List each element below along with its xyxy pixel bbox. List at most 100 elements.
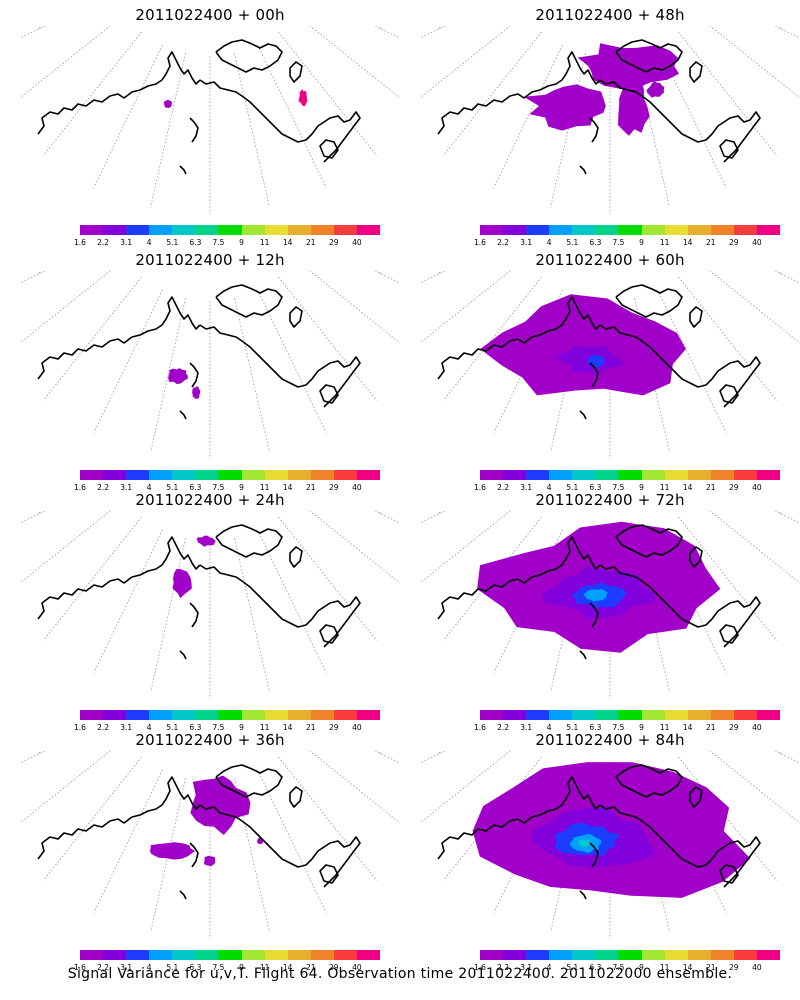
colorbar-ticks: 1.6 2.2 3.1 4 5.1 6.3 7.5 9 11 14 21 29 40	[474, 483, 780, 493]
colorbar-swatch	[480, 470, 504, 480]
colorbar-tick-label: 21	[706, 723, 716, 732]
colorbar-swatch	[241, 950, 265, 960]
colorbar-swatch	[549, 950, 573, 960]
colorbar-swatch	[641, 710, 665, 720]
colorbar-swatch	[756, 470, 781, 480]
colorbar-swatch	[641, 470, 665, 480]
colorbar-tick-label: 4	[546, 963, 552, 972]
colorbar-swatch	[356, 950, 381, 960]
colorbar-tick-label: 9	[639, 483, 644, 492]
colorbar-swatch	[310, 710, 334, 720]
colorbar-tick-label: 11	[259, 238, 270, 247]
colorbar-swatch	[172, 710, 196, 720]
colorbar-swatch	[310, 470, 334, 480]
colorbar-tick-label: 6.3	[589, 963, 602, 972]
colorbar-tick-label: 40	[352, 238, 362, 247]
colorbar-tick-label: 9	[239, 483, 244, 492]
forecast-panel: 2011022400 + 00h 1.6 2.2 3.1 4 5.1 6.3 7.5 9 11 14…	[20, 2, 400, 247]
colorbar-swatch	[195, 225, 219, 235]
colorbar-tick-label: 9	[239, 963, 244, 972]
colorbar-tick-label: 2.2	[97, 963, 110, 972]
polar-map	[420, 26, 800, 214]
colorbar-tick-label: 7.5	[212, 723, 225, 732]
colorbar-tick-label: 4	[546, 483, 552, 492]
colorbar-swatch	[333, 470, 357, 480]
colorbar-tick-label: 1.6	[474, 723, 486, 732]
forecast-panel: 2011022400 + 72h 1.6 2.2 3.1 4 5.1 6.3 7.5 9 11 14…	[420, 487, 800, 732]
panel-title: 2011022400 + 84h	[535, 731, 685, 749]
colorbar	[480, 470, 781, 480]
colorbar-tick-label: 2.2	[97, 483, 110, 492]
colorbar-swatch	[503, 710, 527, 720]
colorbar-tick-label: 40	[752, 483, 762, 492]
colorbar-tick-label: 1.6	[74, 723, 86, 732]
colorbar-ticks: 1.6 2.2 3.1 4 5.1 6.3 7.5 9 11 14 21 29 40	[74, 723, 380, 733]
colorbar-tick-label: 1.6	[74, 238, 86, 247]
polar-map	[420, 271, 800, 459]
colorbar-swatch	[126, 710, 150, 720]
colorbar-tick-label: 14	[682, 963, 693, 972]
colorbar-swatch	[664, 710, 688, 720]
colorbar-tick-label: 14	[682, 238, 693, 247]
colorbar-swatch	[241, 710, 265, 720]
colorbar-swatch	[80, 950, 104, 960]
colorbar-tick-label: 11	[259, 963, 270, 972]
colorbar	[480, 950, 781, 960]
colorbar-swatch	[733, 470, 757, 480]
colorbar	[80, 950, 381, 960]
colorbar-ticks: 1.6 2.2 3.1 4 5.1 6.3 7.5 9 11 14 21 29 40	[474, 723, 780, 733]
colorbar-swatch	[733, 710, 757, 720]
colorbar-swatch	[310, 950, 334, 960]
colorbar-swatch	[549, 225, 573, 235]
colorbar-tick-label: 14	[282, 238, 293, 247]
colorbar-swatch	[287, 710, 311, 720]
colorbar-tick-label: 40	[752, 723, 762, 732]
colorbar-swatch	[710, 225, 734, 235]
colorbar-swatch	[572, 470, 596, 480]
colorbar-tick-label: 9	[639, 963, 644, 972]
colorbar-tick-label: 14	[682, 723, 693, 732]
colorbar-tick-label: 7.5	[612, 483, 625, 492]
colorbar-tick-label: 6.3	[589, 483, 602, 492]
polar-map	[420, 511, 800, 699]
colorbar-tick-label: 40	[352, 483, 362, 492]
colorbar-swatch	[687, 950, 711, 960]
colorbar-swatch	[710, 470, 734, 480]
colorbar-swatch	[287, 950, 311, 960]
colorbar-tick-label: 29	[329, 723, 339, 732]
colorbar-tick-label: 11	[659, 483, 670, 492]
colorbar-tick-label: 6.3	[189, 483, 202, 492]
colorbar-tick-label: 7.5	[612, 963, 625, 972]
colorbar-tick-label: 4	[146, 238, 152, 247]
colorbar-tick-label: 4	[146, 723, 152, 732]
colorbar-swatch	[618, 470, 642, 480]
colorbar-tick-label: 6.3	[189, 723, 202, 732]
colorbar-swatch	[172, 950, 196, 960]
colorbar-swatch	[126, 950, 150, 960]
colorbar-tick-label: 3.1	[120, 723, 133, 732]
colorbar	[480, 225, 781, 235]
colorbar-tick-label: 40	[752, 238, 762, 247]
colorbar-tick-label: 5.1	[566, 238, 579, 247]
panel-title: 2011022400 + 24h	[135, 491, 285, 509]
colorbar-swatch	[103, 710, 127, 720]
colorbar-tick-label: 6.3	[189, 963, 202, 972]
colorbar-swatch	[549, 470, 573, 480]
colorbar-tick-label: 11	[259, 723, 270, 732]
colorbar-tick-label: 29	[729, 483, 739, 492]
colorbar-swatch	[172, 225, 196, 235]
forecast-panel: 2011022400 + 36h 1.6 2.2 3.1 4 5.1 6.3 7.5 9 11 14…	[20, 727, 400, 972]
polar-map	[420, 751, 800, 939]
colorbar-swatch	[595, 470, 619, 480]
colorbar-swatch	[218, 225, 242, 235]
colorbar-tick-label: 7.5	[212, 483, 225, 492]
colorbar-tick-label: 6.3	[589, 238, 602, 247]
colorbar-swatch	[195, 950, 219, 960]
colorbar-ticks: 1.6 2.2 3.1 4 5.1 6.3 7.5 9 11 14 21 29 40	[74, 483, 380, 493]
colorbar-tick-label: 29	[329, 963, 339, 972]
colorbar-tick-label: 21	[706, 963, 716, 972]
colorbar-swatch	[287, 225, 311, 235]
colorbar	[80, 710, 381, 720]
colorbar-swatch	[687, 225, 711, 235]
colorbar-tick-label: 6.3	[189, 238, 202, 247]
